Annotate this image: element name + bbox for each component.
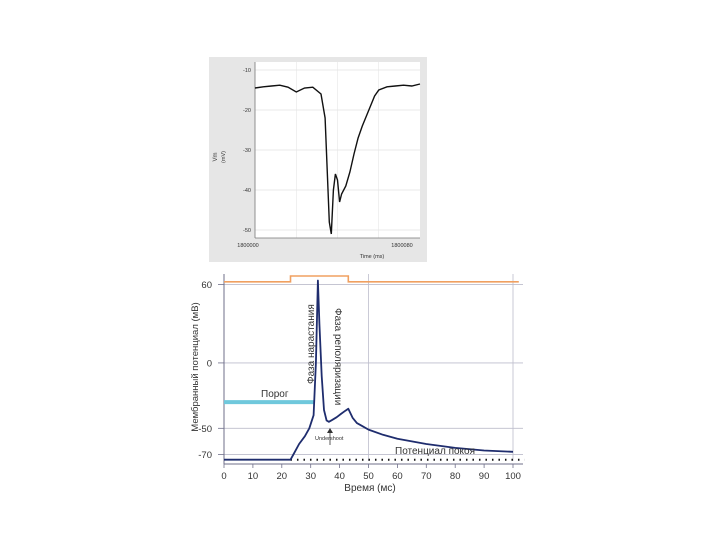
rising-phase-label: Фаза нарастания xyxy=(306,304,317,384)
bottom-x-axis-label: Время (мс) xyxy=(344,483,395,494)
threshold-label: Порог xyxy=(261,389,289,400)
bottom-x-tick-label: 70 xyxy=(421,471,432,482)
top-y-tick-label: -40 xyxy=(243,188,251,194)
membrane-voltage-trace xyxy=(254,83,421,235)
bottom-x-tick-label: 60 xyxy=(392,471,403,482)
top-y-tick-label: -10 xyxy=(243,68,251,74)
undershoot-arrow-head xyxy=(327,428,333,433)
bottom-chart-x-ticks: 0 10 20 30 40 50 60 70 80 90 100 xyxy=(221,464,521,482)
bottom-x-tick-label: 100 xyxy=(505,471,521,482)
top-y-tick-label: -30 xyxy=(243,148,251,154)
action-potential-trace xyxy=(224,279,514,461)
bottom-x-tick-label: 90 xyxy=(479,471,490,482)
repolarization-phase-label: Фаза реполяризации xyxy=(332,308,343,405)
oscilloscope-recording-chart: -10 -20 -30 -40 -50 1800000 1800080 Time (ms… xyxy=(209,57,427,262)
top-chart-y-ticks: -10 -20 -30 -40 -50 xyxy=(243,68,251,234)
top-y-tick-label: -50 xyxy=(243,228,251,234)
bottom-y-tick-label: -50 xyxy=(198,424,212,435)
bottom-x-tick-label: 0 xyxy=(221,471,226,482)
top-y-axis-label-unit: (mV) xyxy=(221,151,227,163)
bottom-x-tick-label: 80 xyxy=(450,471,461,482)
top-y-axis-label-name: Vm xyxy=(213,152,219,161)
stimulus-trace xyxy=(224,275,519,283)
top-x-tick-right: 1800080 xyxy=(391,243,412,249)
action-potential-chart: 0 10 20 30 40 50 60 70 80 90 100 60 0 -50 -70 Порог Ф… xyxy=(190,274,525,494)
bottom-chart-grid xyxy=(223,274,523,465)
bottom-x-tick-label: 10 xyxy=(248,471,259,482)
top-y-tick-label: -20 xyxy=(243,108,251,114)
bottom-x-tick-label: 40 xyxy=(334,471,345,482)
bottom-x-tick-label: 30 xyxy=(305,471,316,482)
resting-potential-label: Потенциал покоя xyxy=(395,446,475,457)
top-x-tick-left: 1800000 xyxy=(237,243,258,249)
bottom-chart-y-ticks: 60 0 -50 -70 xyxy=(198,280,224,461)
bottom-x-tick-label: 50 xyxy=(363,471,374,482)
threshold-label-bg xyxy=(259,386,303,400)
top-x-axis-label: Time (ms) xyxy=(360,254,385,260)
bottom-x-tick-label: 20 xyxy=(277,471,288,482)
undershoot-label: Undershoot xyxy=(315,436,344,442)
bottom-y-tick-label: 60 xyxy=(201,280,212,291)
bottom-y-axis-label: Мембранный потенциал (мВ) xyxy=(190,302,201,431)
bottom-y-tick-label: 0 xyxy=(207,358,212,369)
bottom-y-tick-label: -70 xyxy=(198,450,212,461)
